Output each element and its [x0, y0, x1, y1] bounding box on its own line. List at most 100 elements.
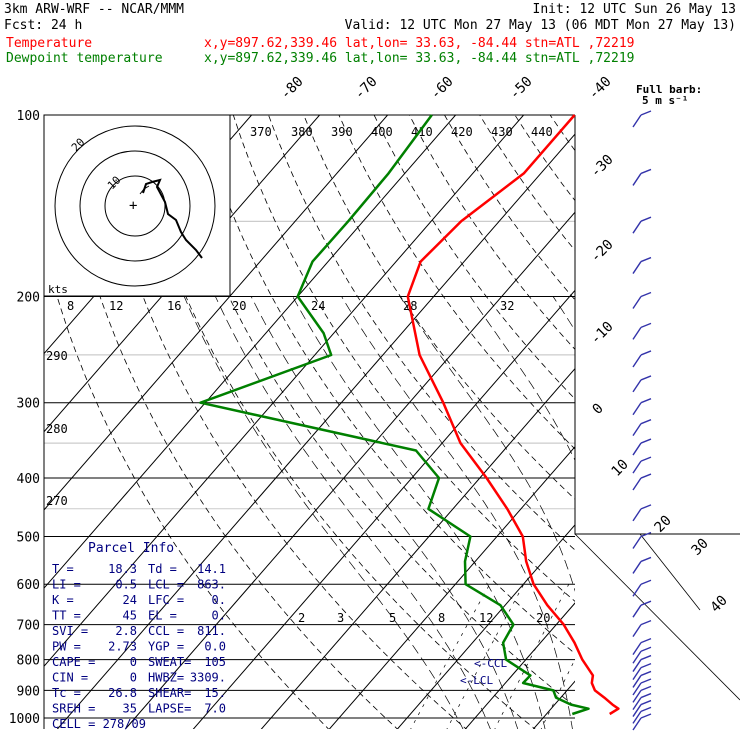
- isotherm--60: [56, 133, 575, 729]
- temperature-label-0: 0: [590, 401, 607, 418]
- wind-barb-flag-900: [640, 685, 652, 692]
- wind-barb-200: [632, 291, 652, 309]
- dry-adiabat-270: [92, 115, 467, 729]
- temperature-label--30: -30: [588, 152, 617, 181]
- dry-adiabat-280: [127, 115, 536, 729]
- wind-barb-900: [632, 685, 652, 703]
- temperature-label--80: -80: [278, 74, 307, 103]
- isotherm--50: [124, 211, 575, 729]
- wind-barb-875: [632, 678, 652, 696]
- wind-barb-100: [632, 110, 652, 128]
- dry-adiabat-440: [691, 115, 740, 731]
- moist-adiabat-28: [552, 296, 575, 332]
- isotherm--30: [260, 367, 575, 729]
- wind-barb-700: [632, 619, 652, 637]
- wind-barb-staff-375: [632, 460, 642, 474]
- wind-barb-staff-950: [632, 704, 642, 717]
- theta-label-440: 440: [531, 125, 553, 139]
- moist-adiabat-20: [399, 296, 575, 592]
- wind-barb-staff-550: [632, 561, 642, 574]
- wind-barb-300: [632, 398, 652, 416]
- dry-adiabat-340: [338, 115, 575, 450]
- wind-barb-flag-275: [640, 375, 652, 381]
- dry-adiabat-350: [373, 115, 575, 400]
- wind-barb-flag-925: [640, 692, 652, 699]
- init-time: Init: 12 UTC Sun 26 May 13: [533, 2, 737, 17]
- mixing-ratio-label-2: 2: [298, 611, 305, 625]
- theta-dry-label-280: 280: [46, 422, 68, 436]
- wind-barb-staff-650: [632, 604, 642, 618]
- temperature-label--40: -40: [586, 74, 615, 103]
- wind-barb-1000: [632, 713, 652, 731]
- parcel-key2-9: LAPSE=: [148, 702, 191, 716]
- parcel-key-8: Tc =: [52, 686, 81, 700]
- dry-adiabat-450: [726, 115, 740, 731]
- wind-barb-325: [632, 419, 652, 437]
- mixing-ratio-label-3: 3: [337, 611, 344, 625]
- dry-adiabat-330: [303, 115, 575, 500]
- hodograph-origin-marker: +: [129, 198, 137, 214]
- isotherm--70: [44, 115, 524, 668]
- parcel-key-1: LI =: [52, 578, 81, 592]
- parcel-info-title: Parcel Info: [88, 541, 174, 556]
- wind-barb-975: [632, 706, 652, 724]
- wind-barb-staff-400: [632, 477, 642, 491]
- dry-adiabat-410: [585, 115, 740, 731]
- dry-adiabat-430: [656, 115, 740, 731]
- wind-barb-flag-875: [640, 678, 652, 684]
- isotherm--10: [396, 524, 575, 729]
- parcel-key2-5: YGP =: [148, 640, 184, 654]
- wind-barb-850: [632, 670, 652, 688]
- wind-barb-staff-900: [632, 690, 642, 703]
- barb-legend-unit: 5 m s⁻¹: [642, 94, 688, 107]
- wind-barb-550: [632, 556, 652, 574]
- parcel-key2-3: EL =: [148, 609, 177, 623]
- wind-barb-175: [632, 256, 652, 274]
- wind-barb-flag-950: [640, 699, 652, 706]
- isotherm-40: [736, 115, 740, 731]
- dry-adiabat-390: [514, 115, 575, 202]
- wind-barb-125: [632, 168, 652, 186]
- pressure-label-400: 400: [17, 472, 40, 487]
- wind-barb-flag-500: [640, 531, 652, 538]
- parcel-key-4: SVI =: [52, 624, 88, 638]
- parcel-value2-1: 863.: [197, 578, 226, 592]
- parcel-value-5: 2.73: [108, 640, 137, 654]
- wind-barb-flag-300: [640, 398, 652, 404]
- wind-barb-staff-600: [632, 583, 642, 597]
- isotherm-0: [464, 602, 575, 729]
- wind-barb-flag-325: [640, 419, 652, 425]
- wind-barb-flag-775: [640, 646, 652, 652]
- wind-barb-staff-925: [632, 697, 642, 710]
- pressure-label-900: 900: [17, 684, 40, 699]
- parcel-value-4: 2.8: [115, 624, 137, 638]
- parcel-key-9: SREH =: [52, 702, 95, 716]
- hodograph-trace: [142, 178, 203, 259]
- temperature-label-20: 20: [652, 513, 675, 536]
- dry-adiabat-420: [621, 115, 740, 731]
- temperature-label-10: 10: [609, 457, 632, 480]
- mixing-ratio-label-20: 20: [536, 611, 550, 625]
- temperature-label-40: 40: [708, 593, 731, 616]
- parcel-info-panel: Parcel Info T = 18.3 Td = 14.1 LI = 0.5 LCL = 8…: [52, 541, 226, 731]
- wind-barb-staff-325: [632, 423, 642, 437]
- mixing-ratio-label-5: 5: [389, 611, 396, 625]
- parcel-value2-2: 0.: [212, 593, 226, 607]
- wind-barb-flag-250: [640, 350, 652, 356]
- panel-diagonal-2: [639, 533, 701, 611]
- parcel-value-2: 24: [123, 593, 137, 607]
- mixing-ratio-label-12: 12: [479, 611, 493, 625]
- header: 3km ARW-WRF -- NCAR/MMM Init: 12 UTC Sun…: [4, 2, 736, 66]
- legend-dewpoint: Dewpoint temperature: [6, 51, 163, 66]
- wind-barb-staff-1000: [632, 717, 642, 731]
- parcel-value2-4: 811.: [197, 624, 226, 638]
- theta-label-430: 430: [491, 125, 513, 139]
- sounding-curves: [199, 114, 620, 716]
- wind-barb-150: [632, 216, 652, 234]
- kts-label: kts: [48, 283, 68, 296]
- wind-speed-label-8: 8: [67, 299, 74, 313]
- pressure-label-800: 800: [17, 654, 40, 669]
- temperature-label-30: 30: [689, 536, 712, 559]
- legend-temperature: Temperature: [6, 36, 92, 51]
